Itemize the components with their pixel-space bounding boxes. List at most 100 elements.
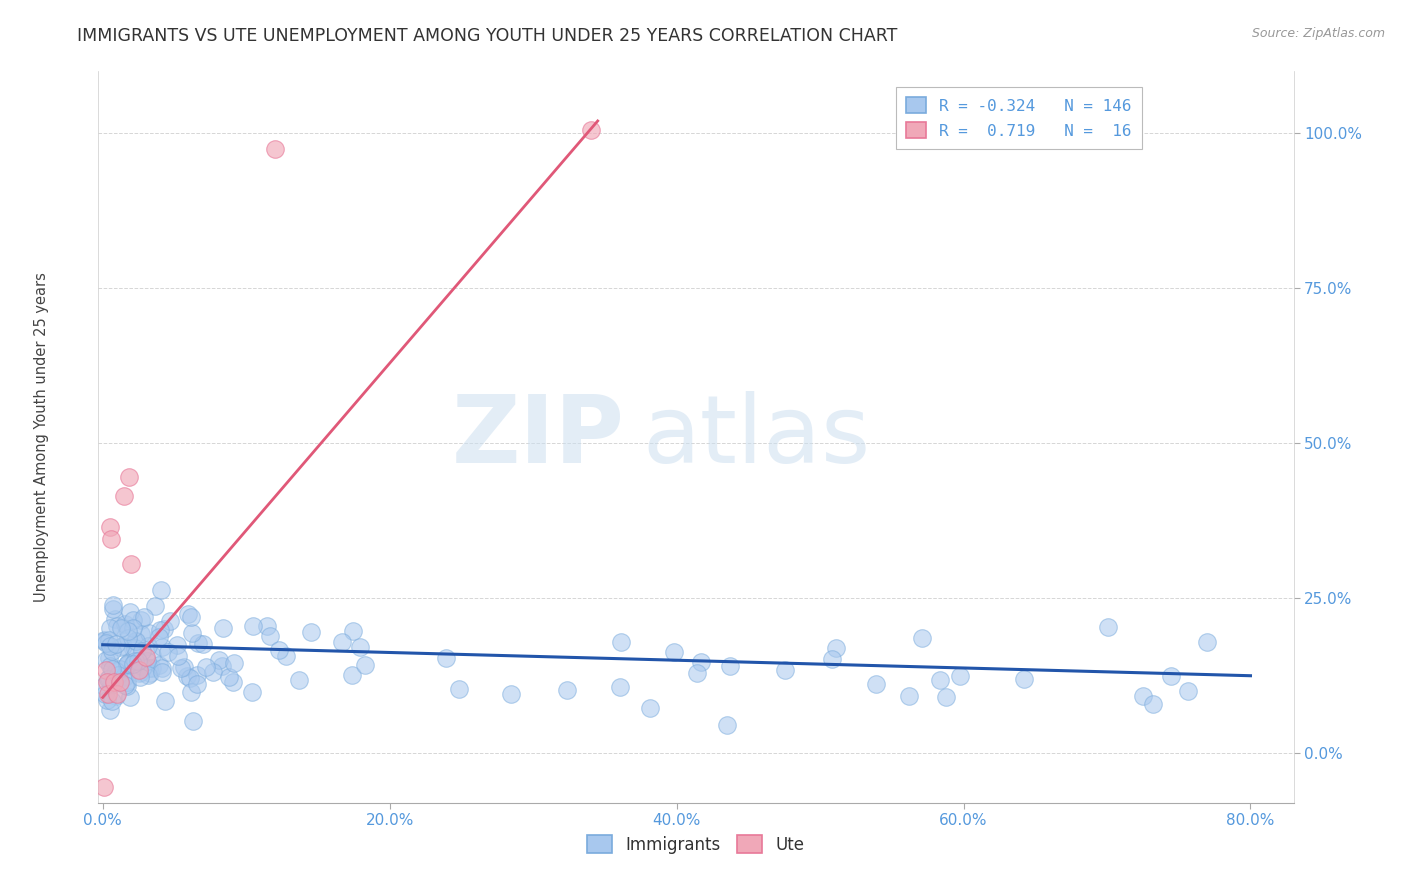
Point (222, 656, 245, 670)
Point (128, 657, 150, 672)
Point (110, 621, 132, 635)
Point (98, 650, 121, 665)
Point (716, 718, 738, 732)
Legend: Immigrants, Ute: Immigrants, Ute (581, 829, 811, 860)
Point (108, 674, 131, 689)
Point (1132, 689, 1154, 703)
Point (640, 700, 662, 714)
Point (342, 624, 364, 638)
Point (138, 666, 160, 681)
Point (143, 599, 166, 613)
Point (259, 629, 281, 643)
Point (115, 674, 138, 689)
Point (242, 619, 264, 633)
Point (103, 601, 125, 615)
Point (138, 661, 160, 675)
Point (117, 657, 139, 672)
Point (122, 621, 145, 635)
Point (98, 520, 121, 534)
Point (150, 665, 173, 679)
Point (100, 694, 122, 708)
Point (773, 663, 796, 677)
Point (218, 670, 240, 684)
Point (115, 679, 138, 693)
Point (98, 621, 121, 635)
Text: Source: ZipAtlas.com: Source: ZipAtlas.com (1251, 27, 1385, 40)
Point (180, 685, 202, 699)
Point (96, 653, 118, 667)
Point (132, 660, 155, 674)
Point (120, 557, 142, 571)
Point (208, 652, 231, 666)
Point (610, 634, 633, 648)
Point (97, 687, 120, 701)
Point (211, 658, 233, 673)
Point (195, 659, 218, 673)
Point (354, 658, 377, 673)
Point (98, 659, 121, 673)
Point (108, 661, 131, 675)
Point (434, 651, 457, 665)
Point (121, 657, 143, 671)
Point (221, 675, 243, 690)
Point (117, 631, 139, 645)
Point (150, 661, 173, 675)
Point (124, 640, 146, 655)
Point (1197, 635, 1219, 649)
Point (166, 649, 188, 664)
Point (173, 660, 195, 674)
Point (186, 667, 208, 681)
Point (101, 644, 124, 658)
Point (342, 668, 364, 682)
Point (686, 665, 709, 680)
Point (105, 637, 128, 651)
Point (107, 667, 129, 681)
Point (129, 613, 152, 627)
Text: IMMIGRANTS VS UTE UNEMPLOYMENT AMONG YOUTH UNDER 25 YEARS CORRELATION CHART: IMMIGRANTS VS UTE UNEMPLOYMENT AMONG YOU… (77, 27, 897, 45)
Point (105, 619, 128, 633)
Point (910, 632, 932, 646)
Point (135, 650, 157, 665)
Point (349, 640, 371, 655)
Point (103, 674, 125, 689)
Point (93, 780, 115, 795)
Point (240, 685, 263, 699)
Point (93, 634, 115, 648)
Point (299, 624, 322, 639)
Point (1177, 684, 1199, 698)
Point (211, 622, 233, 636)
Point (100, 678, 122, 692)
Point (96, 692, 118, 706)
Point (125, 633, 148, 648)
Point (112, 639, 135, 653)
Point (256, 618, 278, 632)
Point (118, 606, 141, 620)
Point (131, 643, 153, 657)
Point (93, 679, 115, 693)
Point (499, 687, 522, 701)
Point (93, 633, 115, 648)
Point (193, 637, 215, 651)
Point (1097, 620, 1119, 634)
Point (105, 690, 128, 704)
Point (128, 663, 150, 677)
Point (141, 661, 163, 675)
Point (93, 687, 115, 701)
Point (149, 623, 172, 637)
Point (447, 681, 470, 696)
Point (127, 654, 149, 668)
Point (825, 640, 848, 655)
Text: Unemployment Among Youth under 25 years: Unemployment Among Youth under 25 years (34, 272, 49, 602)
Point (112, 489, 135, 503)
Point (121, 642, 143, 657)
Point (128, 665, 150, 680)
Point (134, 609, 156, 624)
Point (821, 652, 844, 666)
Point (690, 655, 713, 669)
Point (176, 669, 198, 683)
Point (609, 680, 631, 694)
Point (105, 664, 128, 678)
Point (136, 653, 159, 667)
Point (928, 673, 950, 687)
Point (1012, 672, 1035, 686)
